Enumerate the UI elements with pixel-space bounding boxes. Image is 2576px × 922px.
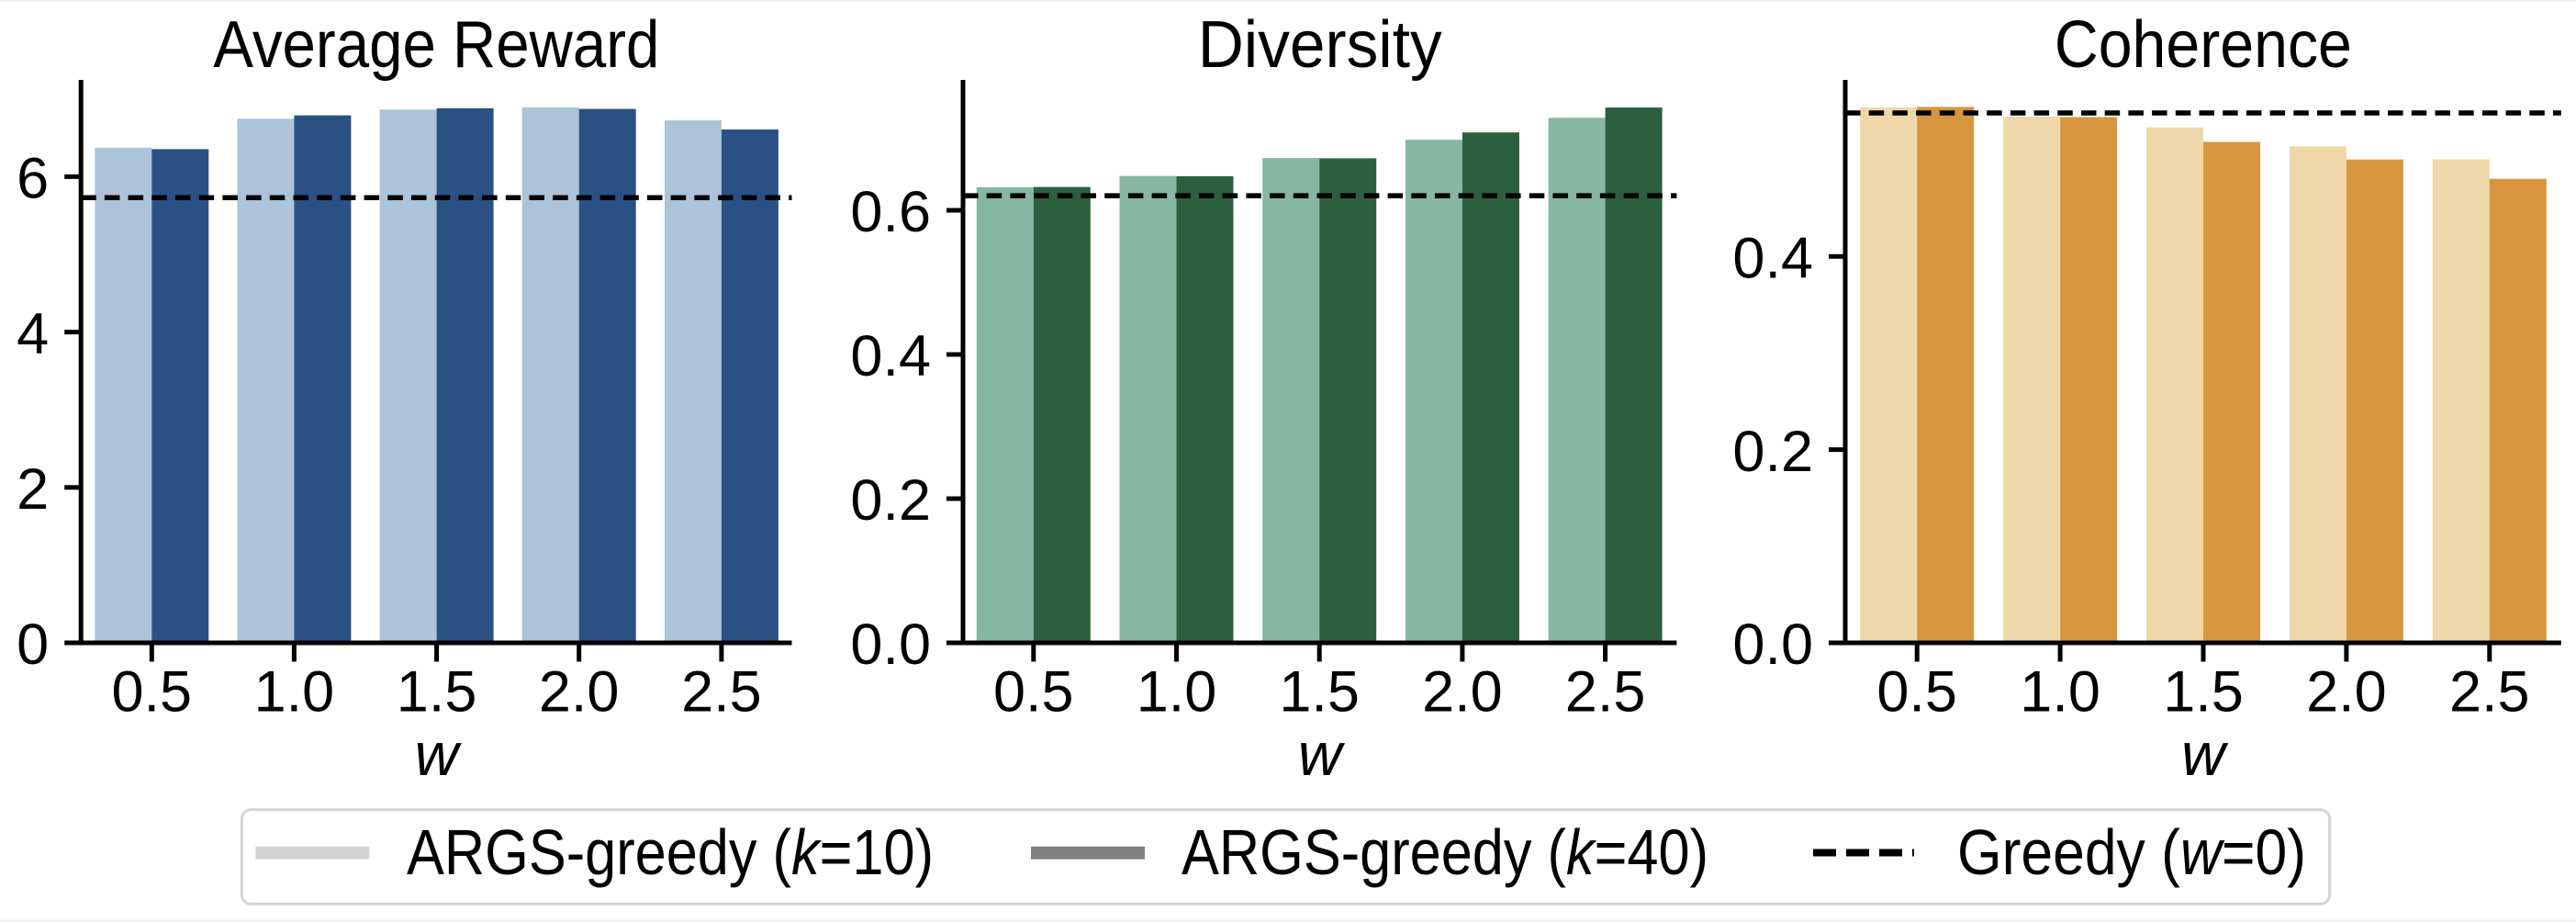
svg-text:w: w <box>2181 720 2229 788</box>
svg-text:ARGS-greedy (k=40): ARGS-greedy (k=40) <box>1182 816 1708 888</box>
svg-text:6: 6 <box>17 147 49 211</box>
svg-text:2.5: 2.5 <box>1565 660 1646 725</box>
svg-text:0.4: 0.4 <box>850 324 931 388</box>
svg-text:4: 4 <box>17 302 49 366</box>
svg-text:1.0: 1.0 <box>254 660 335 725</box>
svg-text:Diversity: Diversity <box>1198 8 1442 82</box>
svg-text:2: 2 <box>17 457 49 522</box>
svg-text:Average Reward: Average Reward <box>213 8 659 82</box>
svg-text:1.5: 1.5 <box>397 660 477 725</box>
svg-text:0.0: 0.0 <box>850 613 931 677</box>
svg-text:0.2: 0.2 <box>850 468 931 533</box>
svg-text:2.5: 2.5 <box>2449 660 2530 725</box>
svg-text:w: w <box>1298 720 1346 788</box>
svg-text:0.5: 0.5 <box>1876 660 1957 725</box>
svg-text:0.5: 0.5 <box>993 660 1074 725</box>
svg-text:Coherence: Coherence <box>2055 8 2352 82</box>
svg-text:0.0: 0.0 <box>1732 613 1813 677</box>
svg-text:ARGS-greedy (k=10): ARGS-greedy (k=10) <box>407 816 934 888</box>
svg-text:0.4: 0.4 <box>1732 226 1813 290</box>
svg-text:1.5: 1.5 <box>1279 660 1360 725</box>
svg-text:0.2: 0.2 <box>1732 420 1813 484</box>
svg-text:2.0: 2.0 <box>1422 660 1503 725</box>
svg-text:w: w <box>415 720 463 788</box>
svg-text:2.5: 2.5 <box>681 660 762 725</box>
svg-text:2.0: 2.0 <box>2306 660 2387 725</box>
svg-text:1.0: 1.0 <box>1137 660 1217 725</box>
svg-text:0.6: 0.6 <box>850 180 931 244</box>
svg-text:1.0: 1.0 <box>2020 660 2100 725</box>
svg-text:0.5: 0.5 <box>112 660 193 725</box>
svg-text:1.5: 1.5 <box>2163 660 2244 725</box>
svg-text:2.0: 2.0 <box>539 660 620 725</box>
svg-text:0: 0 <box>17 613 49 677</box>
svg-text:Greedy (w=0): Greedy (w=0) <box>1957 816 2306 888</box>
